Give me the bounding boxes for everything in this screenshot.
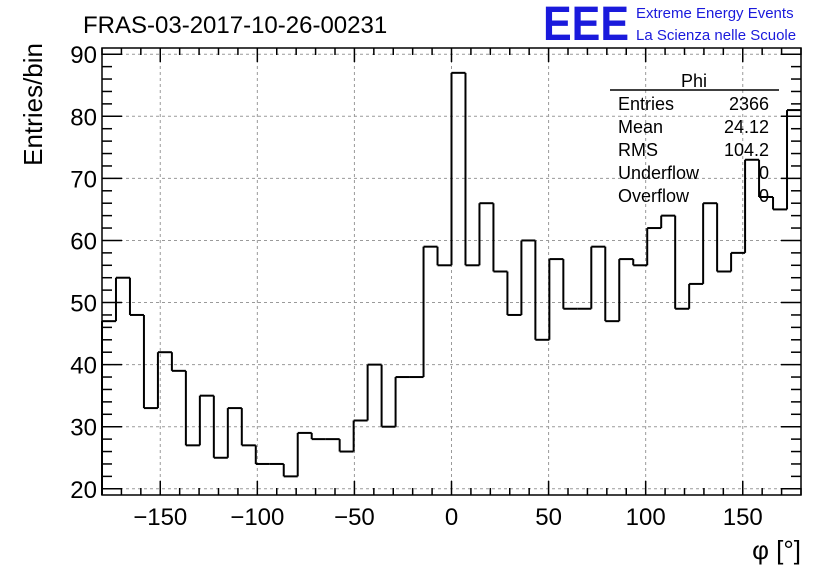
x-axis-label: φ [°] [752, 535, 801, 565]
stats-key: Overflow [618, 186, 690, 206]
stats-value: 0 [759, 163, 769, 183]
histogram-series [101, 71, 801, 495]
y-tick-label: 90 [70, 42, 97, 69]
axis-tick-labels: −150 −100 −50 0 50 100 150 20 30 40 50 60 70 80 90 [70, 42, 762, 531]
stats-title: Phi [681, 71, 707, 91]
stats-value: 104.2 [724, 140, 769, 160]
y-axis-label: Entries/bin [18, 43, 48, 166]
x-tick-label: 50 [535, 504, 562, 531]
x-tick-label: 0 [445, 504, 458, 531]
stats-key: Mean [618, 117, 663, 137]
x-tick-label: 100 [626, 504, 666, 531]
y-tick-label: 30 [70, 415, 97, 442]
stats-key: RMS [618, 140, 658, 160]
x-tick-label: −100 [230, 504, 284, 531]
eee-logo: EEE [543, 0, 629, 51]
stats-key: Entries [618, 94, 674, 114]
stats-value: 2366 [729, 94, 769, 114]
plot-frame [101, 47, 802, 496]
y-tick-label: 50 [70, 291, 97, 318]
stats-key: Underflow [618, 163, 700, 183]
y-tick-label: 60 [70, 228, 97, 255]
brand-line-1: Extreme Energy Events [636, 5, 794, 22]
stats-value: 24.12 [724, 117, 769, 137]
y-tick-label: 20 [70, 477, 97, 504]
brand-line-2: La Scienza nelle Scuole [636, 27, 796, 44]
run-title: FRAS-03-2017-10-26-00231 [83, 12, 387, 39]
y-tick-label: 80 [70, 104, 97, 131]
stats-value: 0 [759, 186, 769, 206]
x-tick-label: 150 [723, 504, 763, 531]
axis-ticks [101, 48, 802, 495]
y-tick-label: 40 [70, 353, 97, 380]
stats-box: Phi Entries 2366 Mean 24.12 RMS 104.2 Un… [610, 71, 779, 206]
x-tick-label: −150 [133, 504, 187, 531]
y-tick-label: 70 [70, 166, 97, 193]
x-tick-label: −50 [334, 504, 375, 531]
